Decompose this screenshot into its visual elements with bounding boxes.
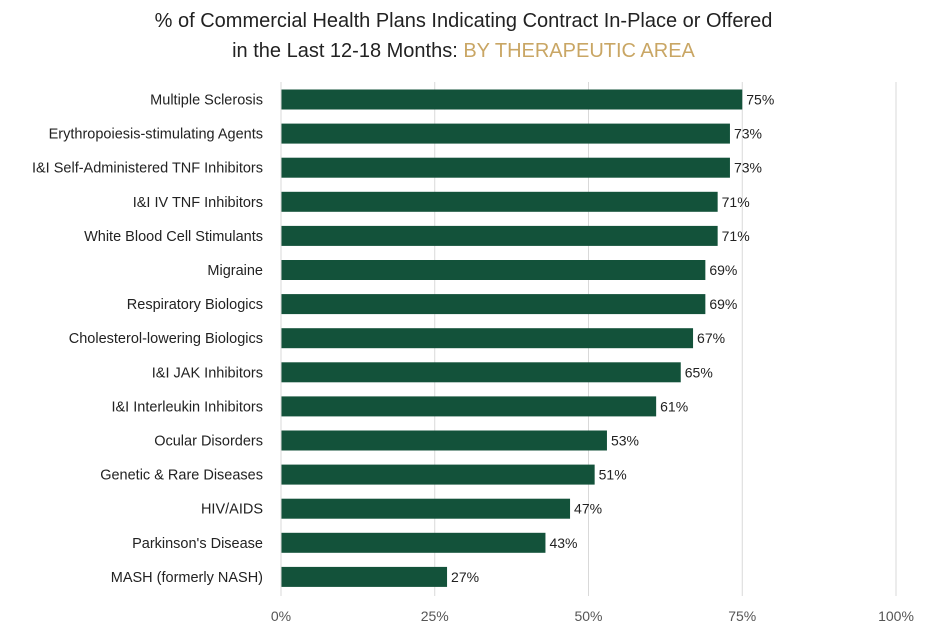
- bar: [281, 430, 607, 451]
- value-label: 67%: [697, 330, 725, 346]
- x-tick-label: 0%: [271, 608, 291, 624]
- value-label: 69%: [709, 296, 737, 312]
- category-label: I&I Interleukin Inhibitors: [111, 399, 263, 415]
- chart-title-line-1: % of Commercial Health Plans Indicating …: [154, 10, 773, 32]
- value-label: 61%: [660, 398, 688, 414]
- x-tick-label: 25%: [421, 608, 449, 624]
- chart-title-line-2: in the Last 12-18 Months: BY THERAPEUTIC…: [0, 36, 927, 66]
- x-tick-label: 50%: [574, 608, 602, 624]
- value-label: 73%: [734, 160, 762, 176]
- value-label: 65%: [685, 364, 713, 380]
- bar: [281, 328, 694, 349]
- value-label: 27%: [451, 569, 479, 585]
- x-tick-label: 75%: [728, 608, 756, 624]
- bar: [281, 260, 706, 280]
- category-label: Erythropoiesis-stimulating Agents: [49, 127, 263, 143]
- bar: [281, 225, 718, 246]
- category-label: I&I JAK Inhibitors: [152, 365, 263, 381]
- category-label: Parkinson's Disease: [132, 536, 263, 552]
- bar: [281, 396, 657, 417]
- bar: [281, 464, 595, 485]
- chart-title: % of Commercial Health Plans Indicating …: [0, 6, 927, 66]
- value-label: 53%: [611, 433, 639, 449]
- x-tick-label: 100%: [878, 608, 914, 624]
- category-label: I&I IV TNF Inhibitors: [133, 195, 263, 211]
- category-label: HIV/AIDS: [201, 502, 263, 518]
- bar: [281, 294, 706, 315]
- category-label: MASH (formerly NASH): [111, 570, 263, 586]
- bar: [281, 89, 743, 110]
- value-label: 71%: [722, 194, 750, 210]
- value-label: 71%: [722, 228, 750, 244]
- value-label: 75%: [746, 92, 774, 108]
- category-label: White Blood Cell Stimulants: [84, 229, 263, 245]
- category-label: Ocular Disorders: [154, 434, 263, 450]
- value-label: 47%: [574, 501, 602, 517]
- category-label: Cholesterol-lowering Biologics: [69, 331, 263, 347]
- category-label: I&I Self-Administered TNF Inhibitors: [32, 161, 263, 177]
- category-label: Multiple Sclerosis: [150, 93, 263, 109]
- bar: [281, 123, 730, 144]
- category-label: Migraine: [207, 263, 263, 279]
- bar: [281, 362, 681, 383]
- value-label: 73%: [734, 126, 762, 142]
- value-label: 51%: [599, 467, 627, 483]
- chart-title-accent: BY THERAPEUTIC AREA: [463, 40, 695, 62]
- chart-title-prefix: in the Last 12-18 Months:: [232, 40, 464, 62]
- bar: [281, 191, 718, 212]
- bar: [281, 566, 448, 587]
- category-label: Respiratory Biologics: [127, 297, 263, 313]
- value-label: 43%: [549, 535, 577, 551]
- category-label: Genetic & Rare Diseases: [100, 468, 263, 484]
- bar: [281, 532, 546, 553]
- value-label: 69%: [709, 262, 737, 278]
- bar: [281, 498, 571, 519]
- bar: [281, 157, 730, 178]
